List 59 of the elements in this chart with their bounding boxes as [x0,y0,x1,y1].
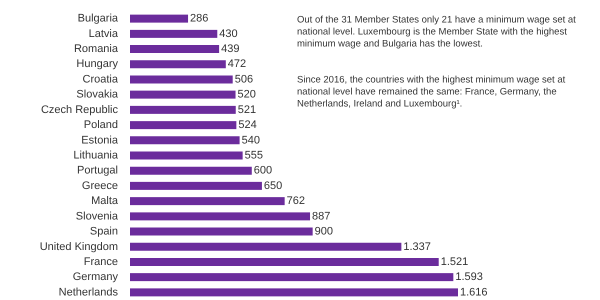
bar [130,60,226,68]
bar [130,45,220,54]
data-label: 286 [190,12,208,25]
bar [130,121,236,130]
data-label: 540 [242,134,260,146]
data-label: 887 [312,210,330,222]
bar [130,197,285,206]
y-tick-label: Slovenia [76,210,119,222]
annotation: Since 2016, the countries with the highest minimum wage set at national level have remained the same: France, Germany, the Netherlands, Ireland and Luxembourg¹. [297,74,568,110]
data-label: 555 [244,150,264,162]
data-label: 900 [314,226,334,238]
y-tick-label: Netherlands [58,286,118,298]
data-label: 650 [264,180,282,192]
data-label: 430 [219,28,238,40]
bar [130,182,262,190]
y-tick-label: France [84,256,118,268]
y-tick-label: Bulgaria [78,12,119,25]
data-label: 506 [234,73,254,86]
bar [130,106,236,114]
bar [130,14,188,23]
data-label: 472 [228,58,246,70]
y-tick-label: Romania [74,43,119,56]
y-tick-label: Latvia [88,28,119,40]
y-tick-label: Lithuania [73,150,119,162]
data-label: 520 [238,88,256,101]
data-label: 1.616 [460,286,488,298]
data-label: 521 [238,104,256,116]
bar [130,258,439,266]
bar [130,136,240,144]
bar [130,228,313,236]
bar [130,75,233,84]
bar [130,212,310,220]
y-tick-label: Czech Republic [40,104,118,116]
y-tick-label: Spain [90,226,118,238]
bar [130,273,454,282]
y-tick-label: Germany [72,271,118,284]
y-tick-label: United Kingdom [40,240,118,253]
data-label: 762 [286,195,306,208]
y-tick-label: Slovakia [76,88,119,101]
data-label: 1.337 [403,240,431,253]
y-tick-label: Estonia [81,134,119,146]
y-tick-label: Malta [91,195,119,208]
data-label: 439 [221,43,240,56]
bar [130,166,252,175]
y-tick-label: Portugal [77,164,118,177]
data-label: 600 [254,164,272,177]
y-tick-label: Croatia [82,73,119,86]
y-tick-label: Greece [82,180,118,192]
bar [130,242,402,251]
bar [130,90,236,99]
bar [130,152,243,160]
bar [130,288,458,296]
y-tick-label: Hungary [76,58,118,70]
data-label: 524 [238,119,257,132]
annotation: Out of the 31 Member States only 21 have a minimum wage set at national level. Luxembourg is the Member State with the highest minimum wage and Bulgaria has the lowest. [297,14,578,50]
y-tick-label: Poland [84,119,118,132]
bar [130,30,218,38]
data-label: 1.593 [455,271,483,284]
data-label: 1.521 [440,256,468,268]
